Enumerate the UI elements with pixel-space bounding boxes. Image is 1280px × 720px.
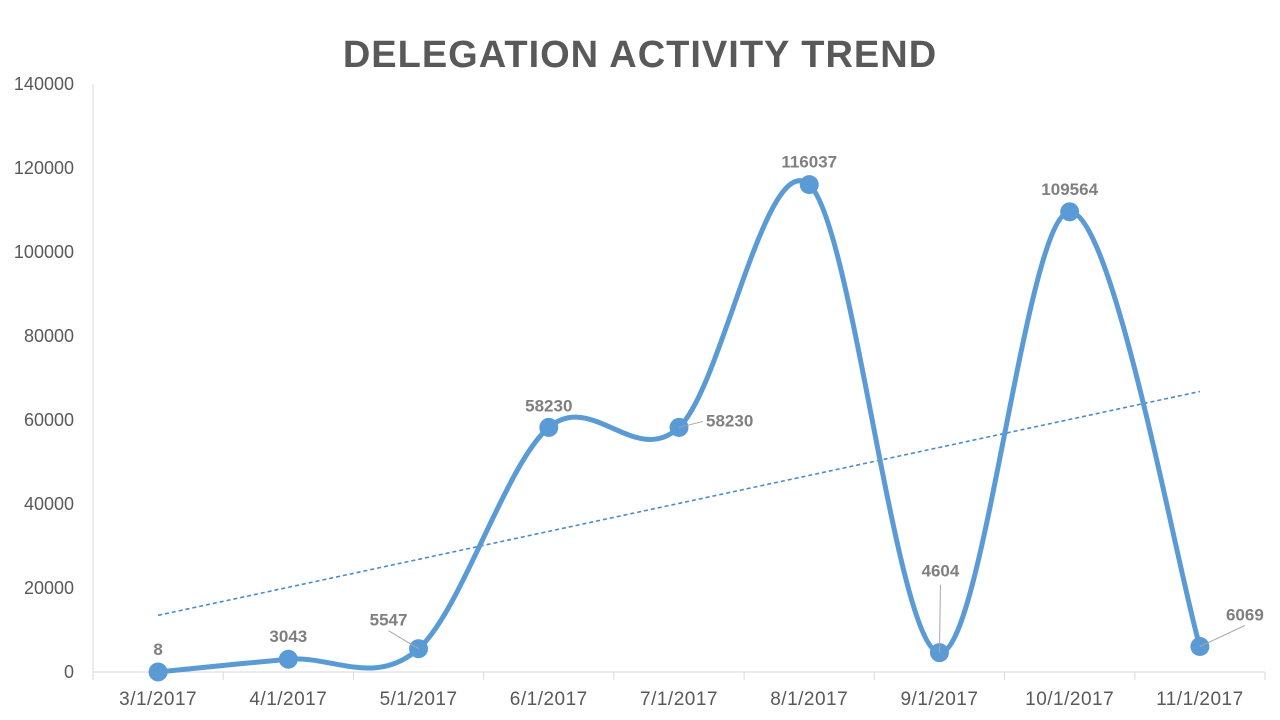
x-tick-label: 3/1/2017 bbox=[119, 689, 197, 710]
data-label: 58230 bbox=[706, 411, 753, 430]
chart-title: DELEGATION ACTIVITY TREND bbox=[342, 34, 938, 76]
y-tick-label: 100000 bbox=[14, 242, 74, 262]
data-label: 5547 bbox=[370, 611, 408, 630]
y-tick-label: 0 bbox=[64, 662, 74, 682]
axes-layer: 0 20000 40000 60000 80000 100000 120000 140000 3… bbox=[14, 74, 1266, 710]
data-label-leader bbox=[388, 630, 419, 650]
x-tick-label: 5/1/2017 bbox=[380, 689, 458, 710]
labels-layer: 8 3043 5547 58230 58230 116037 4604 109564 6069 bbox=[153, 153, 1263, 659]
data-point bbox=[799, 175, 819, 195]
x-tick-label: 8/1/2017 bbox=[770, 689, 848, 710]
x-tick-label: 10/1/2017 bbox=[1025, 689, 1114, 710]
data-point bbox=[1060, 202, 1080, 222]
data-label: 116037 bbox=[781, 153, 837, 172]
x-tick-label: 11/1/2017 bbox=[1156, 689, 1244, 710]
data-label: 58230 bbox=[525, 396, 572, 415]
data-label: 6069 bbox=[1226, 606, 1264, 625]
y-tick-label: 140000 bbox=[14, 74, 74, 94]
data-label: 8 bbox=[153, 640, 162, 659]
trendline bbox=[157, 390, 1201, 617]
y-tick-label: 40000 bbox=[24, 494, 74, 514]
y-tick-label: 60000 bbox=[24, 410, 74, 430]
y-tick-label: 20000 bbox=[24, 578, 74, 598]
series-layer bbox=[148, 175, 1210, 682]
data-label: 109564 bbox=[1041, 180, 1098, 199]
data-label: 3043 bbox=[269, 627, 307, 646]
data-label: 4604 bbox=[922, 562, 960, 581]
data-label-leader bbox=[1199, 625, 1246, 647]
data-label-leader bbox=[678, 420, 704, 428]
x-tick-label: 9/1/2017 bbox=[900, 689, 978, 710]
x-tick-label: 7/1/2017 bbox=[640, 689, 718, 710]
data-label-leader bbox=[938, 584, 941, 653]
y-tick-label: 120000 bbox=[14, 158, 74, 178]
x-tick-label: 6/1/2017 bbox=[510, 689, 588, 710]
x-tick-label: 4/1/2017 bbox=[249, 689, 327, 710]
data-point bbox=[278, 649, 298, 669]
data-point bbox=[539, 417, 559, 437]
data-point bbox=[148, 662, 168, 682]
trend-layer bbox=[157, 390, 1201, 617]
y-tick-label: 80000 bbox=[24, 326, 74, 346]
